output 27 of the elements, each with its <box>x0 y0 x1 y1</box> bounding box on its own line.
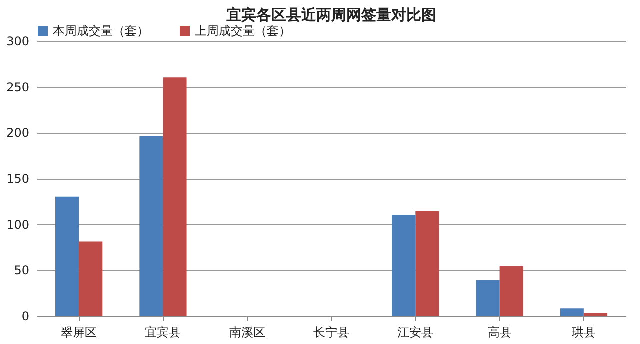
legend-label: 本周成交量（套） <box>53 24 149 38</box>
bar <box>163 78 187 316</box>
x-tick-label: 南溪区 <box>229 326 266 340</box>
bar <box>584 313 608 316</box>
x-tick-label: 高县 <box>488 326 512 340</box>
y-tick-label: 300 <box>6 34 30 48</box>
y-tick-label: 50 <box>14 264 30 278</box>
y-tick-label: 150 <box>6 172 30 186</box>
bar <box>500 266 524 316</box>
bar <box>560 308 584 316</box>
y-tick-label: 0 <box>22 310 30 324</box>
y-tick-label: 200 <box>6 126 30 140</box>
bar <box>476 280 500 316</box>
x-tick-label: 翠屏区 <box>61 326 98 340</box>
y-tick-label: 100 <box>6 218 30 232</box>
y-tick-label: 250 <box>6 80 30 94</box>
x-tick-label: 长宁县 <box>314 326 350 340</box>
legend-label: 上周成交量（套） <box>195 24 291 38</box>
bar <box>56 196 80 316</box>
chart-title: 宜宾各区县近两周网签量对比图 <box>226 6 436 24</box>
bar <box>79 242 103 316</box>
x-tick-label: 宜宾县 <box>145 326 182 340</box>
x-tick-label: 珙县 <box>572 326 596 340</box>
bar <box>416 212 440 316</box>
x-tick-label: 江安县 <box>398 326 434 340</box>
bar <box>140 136 164 316</box>
bar <box>392 215 416 316</box>
